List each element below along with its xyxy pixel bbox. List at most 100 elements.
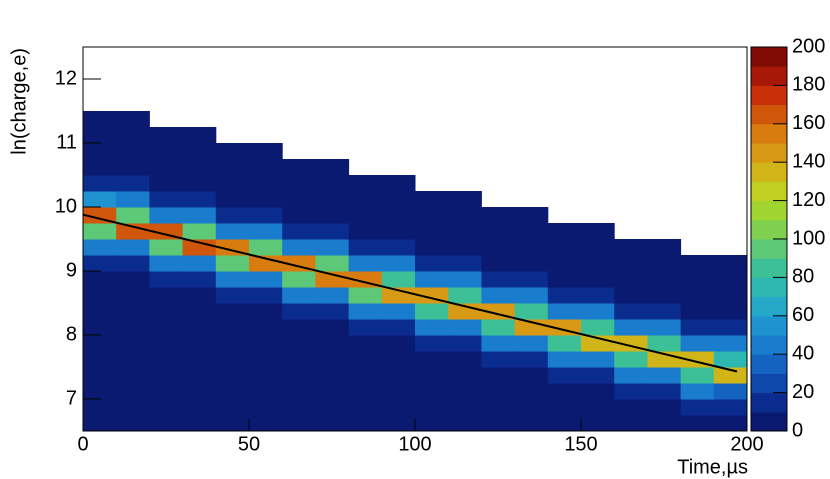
heat-cell — [381, 415, 416, 432]
fit-line — [82, 213, 738, 373]
heat-cell — [149, 207, 184, 224]
heat-cell — [315, 319, 350, 336]
heat-cell — [315, 175, 350, 192]
heat-cell — [182, 223, 217, 240]
heat-cell — [215, 303, 250, 320]
heat-cell — [381, 335, 416, 352]
heat-cell — [680, 303, 715, 320]
heat-cell — [381, 191, 416, 208]
heat-cell — [215, 255, 250, 272]
heat-cell — [315, 255, 350, 272]
heat-cell — [249, 175, 283, 192]
heat-cell — [182, 287, 217, 304]
heat-cell — [581, 239, 615, 256]
heat-cell — [116, 303, 150, 320]
heat-cell — [514, 207, 549, 224]
heat-cell — [647, 383, 682, 400]
heat-cell — [182, 159, 217, 176]
heat-cell — [315, 207, 350, 224]
colorbar-segment — [751, 47, 787, 67]
heat-cell — [381, 319, 416, 336]
heat-cell — [83, 111, 117, 128]
heat-cell — [149, 415, 184, 432]
heat-cell — [116, 239, 150, 256]
heat-cell — [282, 271, 316, 288]
heat-cell — [315, 303, 350, 320]
heat-cell — [614, 351, 648, 368]
heat-cell — [415, 191, 449, 208]
heat-cell — [547, 223, 582, 240]
heat-cell — [448, 287, 482, 304]
heat-cell — [83, 271, 117, 288]
heat-cell — [83, 127, 117, 144]
heat-cell — [581, 367, 615, 384]
heat-cell — [381, 239, 416, 256]
heat-cell — [415, 303, 449, 320]
heat-cell — [713, 351, 748, 368]
colorbar-segment — [751, 315, 787, 336]
heat-cell — [249, 271, 283, 288]
y-tick-label: 12 — [55, 67, 77, 89]
z-tick-label: 200 — [792, 35, 825, 57]
heat-cell — [149, 175, 184, 192]
heat-cell — [448, 335, 482, 352]
heat-cell — [614, 271, 648, 288]
heat-cell — [116, 207, 150, 224]
heat-cell — [116, 127, 150, 144]
heat-cell — [680, 415, 715, 432]
heat-cell — [614, 415, 648, 432]
heat-cell — [680, 271, 715, 288]
heat-cell — [149, 191, 184, 208]
heat-cell — [182, 191, 217, 208]
heat-cell — [481, 335, 516, 352]
z-tick-label: 20 — [792, 381, 814, 403]
heat-cell — [348, 271, 383, 288]
heat-cell — [348, 255, 383, 272]
heat-cell — [249, 191, 283, 208]
heat-cell — [481, 271, 516, 288]
z-tick-label: 160 — [792, 112, 825, 134]
heat-cell — [415, 255, 449, 272]
heat-cell — [448, 415, 482, 432]
heat-cell — [713, 271, 748, 288]
heat-cell — [647, 303, 682, 320]
heat-cell — [713, 415, 748, 432]
heat-cell — [415, 335, 449, 352]
heat-cell — [282, 239, 316, 256]
heat-cell — [315, 287, 350, 304]
heat-cell — [647, 271, 682, 288]
heat-cell — [547, 271, 582, 288]
heat-cell — [348, 207, 383, 224]
heat-cell — [249, 287, 283, 304]
heat-cell — [182, 207, 217, 224]
heat-cell — [282, 191, 316, 208]
heat-cell — [182, 143, 217, 160]
colorbar-segment — [751, 354, 787, 374]
heat-cell — [83, 207, 117, 224]
heat-cell — [215, 319, 250, 336]
heat-cell — [249, 319, 283, 336]
heat-cell — [149, 239, 184, 256]
heat-cell — [381, 223, 416, 240]
heat-cell — [581, 271, 615, 288]
heat-cell — [647, 239, 682, 256]
heat-cell — [348, 415, 383, 432]
heat-cell — [514, 319, 549, 336]
heat-cell — [481, 319, 516, 336]
heat-cell — [448, 383, 482, 400]
heat-cell — [83, 303, 117, 320]
heat-cell — [381, 367, 416, 384]
heat-cell — [182, 255, 217, 272]
heat-cell — [182, 335, 217, 352]
heat-cell — [348, 175, 383, 192]
heat-cell — [680, 367, 715, 384]
z-tick-label: 140 — [792, 150, 825, 172]
heat-cell — [149, 255, 184, 272]
heat-cell — [481, 287, 516, 304]
colorbar-segment — [751, 66, 787, 86]
heat-cell — [215, 143, 250, 160]
heat-cell — [614, 399, 648, 416]
heat-cell — [282, 159, 316, 176]
heat-cell — [680, 399, 715, 416]
heat-cell — [182, 303, 217, 320]
